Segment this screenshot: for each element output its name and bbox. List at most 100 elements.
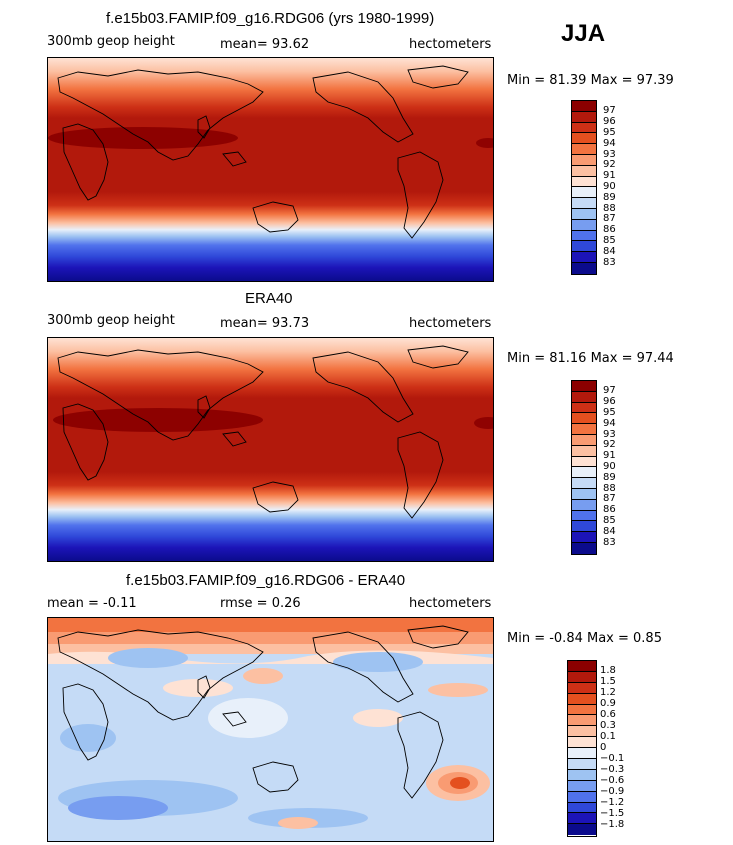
panel-1-minmax-label: Min = 81.39 Max = 97.39 <box>507 73 674 88</box>
panel-2-variable-label: 300mb geop height <box>47 313 175 328</box>
panel-2-colorbar-swatch <box>572 456 596 468</box>
panel-1-mean-label: mean= 93.62 <box>220 37 310 52</box>
colorbar-tick-label: 95 <box>603 127 616 138</box>
panel-3-field <box>48 618 493 841</box>
panel-2-units-label: hectometers <box>409 316 492 331</box>
colorbar-tick-label: 91 <box>603 170 616 181</box>
panel-1-colorbar-swatch <box>572 176 596 188</box>
panel-3-colorbar-swatch <box>568 791 596 803</box>
panel-3-colorbar-swatch <box>568 737 596 749</box>
colorbar-tick-label: 94 <box>603 138 616 149</box>
colorbar-tick-label: −1.5 <box>600 808 625 819</box>
colorbar-tick-label: 87 <box>603 213 616 224</box>
panel-3-rmse-label: rmse = 0.26 <box>220 596 301 611</box>
panel-3-colorbar-swatch <box>568 813 596 825</box>
colorbar-tick-label: 83 <box>603 257 616 268</box>
panel-2-title: ERA40 <box>245 290 293 307</box>
panel-1-colorbar-swatch <box>572 230 596 242</box>
panel-1-variable-label: 300mb geop height <box>47 34 175 49</box>
panel-3-colorbar-swatch <box>568 704 596 716</box>
panel-2-colorbar-swatch <box>572 521 596 533</box>
panel-3-mean-label: mean = -0.11 <box>47 596 137 611</box>
panel-1-colorbar-swatch <box>572 133 596 145</box>
colorbar-tick-label: 1.5 <box>600 676 616 687</box>
panel-1-colorbar-swatch <box>572 154 596 166</box>
panel-1-colorbar-swatch <box>572 241 596 253</box>
colorbar-tick-label: 0.1 <box>600 731 616 742</box>
panel-3-colorbar-swatch <box>568 661 596 672</box>
panel-1-colorbar-swatch <box>572 122 596 134</box>
colorbar-tick-label: 88 <box>603 203 616 214</box>
panel-1-colorbar-swatch <box>572 187 596 199</box>
panel-2-colorbar-swatch <box>572 445 596 457</box>
colorbar-tick-label: 85 <box>603 515 616 526</box>
colorbar-tick-label: −1.2 <box>600 797 625 808</box>
colorbar-tick-label: 89 <box>603 472 616 483</box>
panel-3-colorbar <box>567 660 597 837</box>
panel-2-colorbar-swatch <box>572 488 596 500</box>
panel-2-colorbar-swatch <box>572 381 596 392</box>
colorbar-tick-label: 0.6 <box>600 709 616 720</box>
colorbar-tick-label: 0.9 <box>600 698 616 709</box>
panel-3-minmax-label: Min = -0.84 Max = 0.85 <box>507 631 662 646</box>
panel-3-colorbar-swatch <box>568 780 596 792</box>
panel-2-colorbar-swatch <box>572 467 596 479</box>
panel-1-colorbar-swatch <box>572 144 596 155</box>
panel-2-colorbar-swatch <box>572 391 596 403</box>
panel-2-mean-label: mean= 93.73 <box>220 316 310 331</box>
panel-3-colorbar-swatch <box>568 802 596 814</box>
panel-1-colorbar-swatch <box>572 111 596 123</box>
colorbar-tick-label: 92 <box>603 439 616 450</box>
panel-2-colorbar-swatch <box>572 424 596 435</box>
colorbar-tick-label: 89 <box>603 192 616 203</box>
panel-2-colorbar-swatch <box>572 510 596 522</box>
panel-1-colorbar-swatch <box>572 208 596 220</box>
panel-1-units-label: hectometers <box>409 37 492 52</box>
panel-1-map <box>47 57 494 282</box>
panel-2-colorbar-swatch <box>572 402 596 414</box>
panel-3-colorbar-swatch <box>568 715 596 727</box>
panel-3-colorbar-swatch <box>568 671 596 683</box>
panel-3-colorbar-swatch <box>568 769 596 781</box>
colorbar-tick-label: 97 <box>603 385 616 396</box>
panel-3-units-label: hectometers <box>409 596 492 611</box>
panel-2-colorbar <box>571 380 597 555</box>
panel-2-field <box>48 338 493 561</box>
panel-2-colorbar-swatch <box>572 434 596 446</box>
panel-1-colorbar-swatch <box>572 165 596 177</box>
colorbar-tick-label: 90 <box>603 181 616 192</box>
colorbar-tick-label: 86 <box>603 224 616 235</box>
colorbar-tick-label: −0.6 <box>600 775 625 786</box>
colorbar-tick-label: 1.2 <box>600 687 616 698</box>
colorbar-tick-label: 93 <box>603 429 616 440</box>
colorbar-tick-label: −0.3 <box>600 764 625 775</box>
panel-3-colorbar-swatch <box>568 682 596 694</box>
colorbar-tick-label: 86 <box>603 504 616 515</box>
panel-3-colorbar-swatch <box>568 759 596 770</box>
colorbar-tick-label: 87 <box>603 493 616 504</box>
colorbar-tick-label: −0.9 <box>600 786 625 797</box>
colorbar-tick-label: 0.3 <box>600 720 616 731</box>
panel-1-title: f.e15b03.FAMIP.f09_g16.RDG06 (yrs 1980-1… <box>106 10 435 27</box>
colorbar-tick-label: 90 <box>603 461 616 472</box>
colorbar-tick-label: 88 <box>603 483 616 494</box>
panel-3-colorbar-swatch <box>568 748 596 760</box>
colorbar-tick-label: 1.8 <box>600 665 616 676</box>
colorbar-tick-label: 95 <box>603 407 616 418</box>
colorbar-tick-label: 84 <box>603 246 616 257</box>
colorbar-tick-label: 83 <box>603 537 616 548</box>
panel-1-colorbar-swatch <box>572 252 596 263</box>
colorbar-tick-label: 96 <box>603 116 616 127</box>
colorbar-tick-label: 92 <box>603 159 616 170</box>
panel-2-colorbar-swatch <box>572 499 596 511</box>
season-label: JJA <box>561 20 606 47</box>
colorbar-tick-label: 85 <box>603 235 616 246</box>
panel-3-colorbar-swatch <box>568 726 596 738</box>
colorbar-tick-label: −0.1 <box>600 753 625 764</box>
panel-1-colorbar-swatch <box>572 262 596 274</box>
colorbar-tick-label: 84 <box>603 526 616 537</box>
colorbar-tick-label: −1.8 <box>600 819 625 830</box>
panel-3-colorbar-swatch <box>568 693 596 705</box>
panel-2-colorbar-swatch <box>572 413 596 425</box>
panel-2-colorbar-swatch <box>572 532 596 543</box>
